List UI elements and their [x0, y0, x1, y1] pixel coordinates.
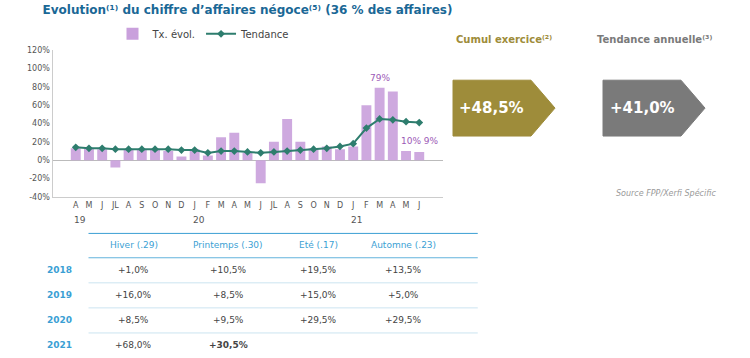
svg-text:+8,5%: +8,5%: [213, 290, 244, 300]
svg-text:+15,0%: +15,0%: [300, 290, 337, 300]
svg-text:J: J: [259, 201, 262, 210]
svg-text:A: A: [73, 201, 79, 210]
svg-text:M: M: [376, 201, 383, 210]
svg-text:O: O: [152, 201, 158, 210]
svg-text:120%: 120%: [27, 46, 50, 55]
svg-text:+8,5%: +8,5%: [118, 315, 149, 325]
svg-text:M: M: [403, 201, 410, 210]
svg-text:100%: 100%: [27, 64, 50, 73]
svg-text:+13,5%: +13,5%: [385, 265, 422, 275]
svg-text:+1,0%: +1,0%: [118, 265, 149, 275]
svg-text:2020: 2020: [47, 315, 72, 325]
svg-text:2021: 2021: [47, 340, 72, 350]
svg-text:M: M: [244, 201, 251, 210]
svg-text:N: N: [324, 201, 330, 210]
svg-text:19: 19: [74, 215, 86, 225]
svg-text:Tendance: Tendance: [240, 29, 288, 40]
svg-text:+9,5%: +9,5%: [213, 315, 244, 325]
svg-text:J: J: [100, 201, 103, 210]
svg-text:+48,5%: +48,5%: [459, 99, 524, 117]
svg-text:A: A: [232, 201, 238, 210]
svg-text:+29,5%: +29,5%: [385, 315, 422, 325]
svg-text:J: J: [417, 201, 420, 210]
svg-text:A: A: [126, 201, 132, 210]
svg-text:-40%: -40%: [29, 193, 50, 202]
svg-text:JL: JL: [111, 201, 119, 210]
svg-text:+68,0%: +68,0%: [115, 340, 152, 350]
svg-text:S: S: [298, 201, 303, 210]
svg-text:2019: 2019: [47, 290, 72, 300]
svg-text:F: F: [364, 201, 369, 210]
svg-text:JL: JL: [270, 201, 278, 210]
svg-text:N: N: [165, 201, 171, 210]
svg-text:F: F: [206, 201, 211, 210]
svg-text:+19,5%: +19,5%: [300, 265, 337, 275]
svg-text:D: D: [178, 201, 184, 210]
svg-text:Evolution⁽¹⁾ du chiffre d’affa: Evolution⁽¹⁾ du chiffre d’affaires négoc…: [43, 3, 453, 17]
svg-text:79%: 79%: [370, 73, 390, 83]
svg-text:J: J: [351, 201, 354, 210]
svg-text:M: M: [218, 201, 225, 210]
svg-text:+29,5%: +29,5%: [300, 315, 337, 325]
svg-text:+10,5%: +10,5%: [210, 265, 247, 275]
svg-text:40%: 40%: [32, 119, 50, 128]
svg-text:Source FPP/Xerfi Spécific: Source FPP/Xerfi Spécific: [616, 188, 716, 198]
svg-text:10% 9%: 10% 9%: [401, 136, 439, 146]
svg-text:Automne (.23): Automne (.23): [371, 240, 436, 250]
svg-text:0%: 0%: [37, 156, 50, 165]
svg-text:+41,0%: +41,0%: [610, 99, 675, 117]
svg-text:Hiver (.29): Hiver (.29): [110, 240, 158, 250]
svg-text:D: D: [337, 201, 343, 210]
svg-text:2018: 2018: [47, 265, 72, 275]
svg-text:+30,5%: +30,5%: [209, 340, 248, 350]
svg-text:21: 21: [351, 215, 362, 225]
svg-text:Tendance annuelle⁽³⁾: Tendance annuelle⁽³⁾: [597, 34, 712, 45]
svg-text:Eté (.17): Eté (.17): [299, 240, 338, 250]
svg-text:Cumul exercice⁽²⁾: Cumul exercice⁽²⁾: [456, 34, 552, 45]
svg-text:Tx. évol.: Tx. évol.: [152, 29, 196, 40]
svg-text:+5,0%: +5,0%: [388, 290, 419, 300]
svg-text:20%: 20%: [32, 138, 50, 147]
svg-text:M: M: [86, 201, 93, 210]
svg-text:+16,0%: +16,0%: [115, 290, 152, 300]
svg-text:J: J: [192, 201, 195, 210]
svg-text:Printemps (.30): Printemps (.30): [193, 240, 263, 250]
svg-text:60%: 60%: [32, 101, 50, 110]
svg-text:S: S: [139, 201, 144, 210]
svg-text:-20%: -20%: [29, 174, 50, 183]
svg-text:A: A: [390, 201, 396, 210]
svg-text:A: A: [284, 201, 290, 210]
svg-text:20: 20: [193, 215, 205, 225]
svg-text:O: O: [310, 201, 316, 210]
svg-text:80%: 80%: [32, 83, 50, 92]
